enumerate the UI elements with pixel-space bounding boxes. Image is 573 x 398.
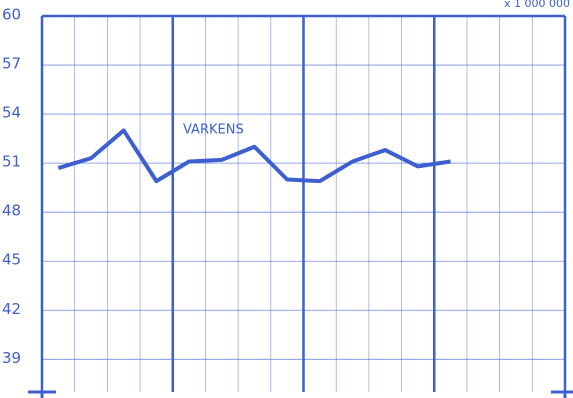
y-tick-label: 42 [2,300,21,318]
annotation: x 1 000 000 [504,0,570,10]
y-tick-label: 54 [2,104,21,122]
y-tick-label: 45 [2,251,21,269]
y-tick-label: 48 [2,202,21,220]
y-tick-label: 51 [2,153,21,171]
y-tick-label: 60 [2,6,21,24]
series-line [57,128,451,184]
series-label: VARKENS [183,123,244,138]
y-tick-label: 57 [2,55,21,73]
y-tick-label: 39 [2,349,21,367]
